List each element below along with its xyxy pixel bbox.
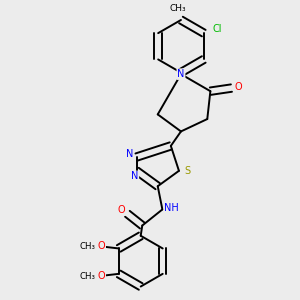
Text: N: N xyxy=(126,149,134,159)
Text: N: N xyxy=(131,171,138,182)
Text: S: S xyxy=(184,166,190,176)
Text: CH₃: CH₃ xyxy=(169,4,186,13)
Text: Cl: Cl xyxy=(213,24,222,34)
Text: O: O xyxy=(234,82,242,92)
Text: CH₃: CH₃ xyxy=(80,272,96,280)
Text: N: N xyxy=(177,69,184,79)
Text: NH: NH xyxy=(164,203,179,213)
Text: O: O xyxy=(117,205,125,215)
Text: O: O xyxy=(98,271,105,281)
Text: O: O xyxy=(98,241,105,251)
Text: CH₃: CH₃ xyxy=(80,242,96,251)
